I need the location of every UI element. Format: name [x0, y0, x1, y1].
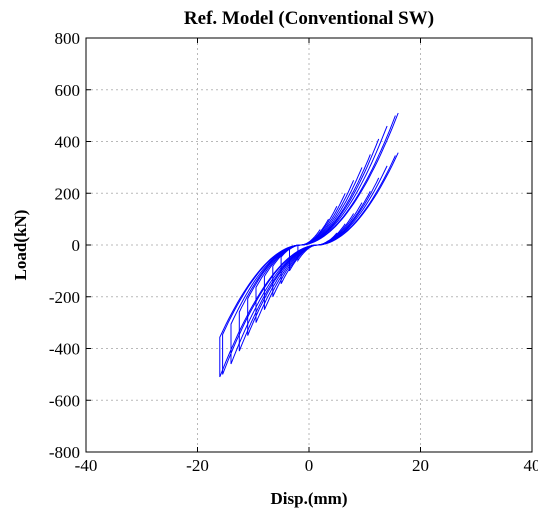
x-tick-label: -40 — [75, 456, 98, 475]
y-tick-label: -800 — [49, 443, 80, 462]
chart-title: Ref. Model (Conventional SW) — [184, 8, 434, 29]
y-axis-label: Load(kN) — [11, 210, 30, 281]
data-layer — [219, 112, 399, 378]
x-tick-label: 20 — [412, 456, 429, 475]
y-tick-label: 200 — [55, 184, 81, 203]
x-tick-label: -20 — [186, 456, 209, 475]
y-tick-label: -600 — [49, 391, 80, 410]
x-tick-label: 0 — [305, 456, 314, 475]
y-tick-label: -400 — [49, 340, 80, 359]
y-tick-label: 600 — [55, 81, 81, 100]
y-tick-label: 0 — [72, 236, 81, 255]
y-tick-label: 800 — [55, 29, 81, 48]
y-tick-label: 400 — [55, 133, 81, 152]
grid-layer — [86, 38, 532, 452]
x-tick-label: 40 — [524, 456, 538, 475]
y-tick-label: -200 — [49, 288, 80, 307]
hysteresis-loop — [219, 112, 399, 378]
x-axis-label: Disp.(mm) — [271, 489, 348, 508]
